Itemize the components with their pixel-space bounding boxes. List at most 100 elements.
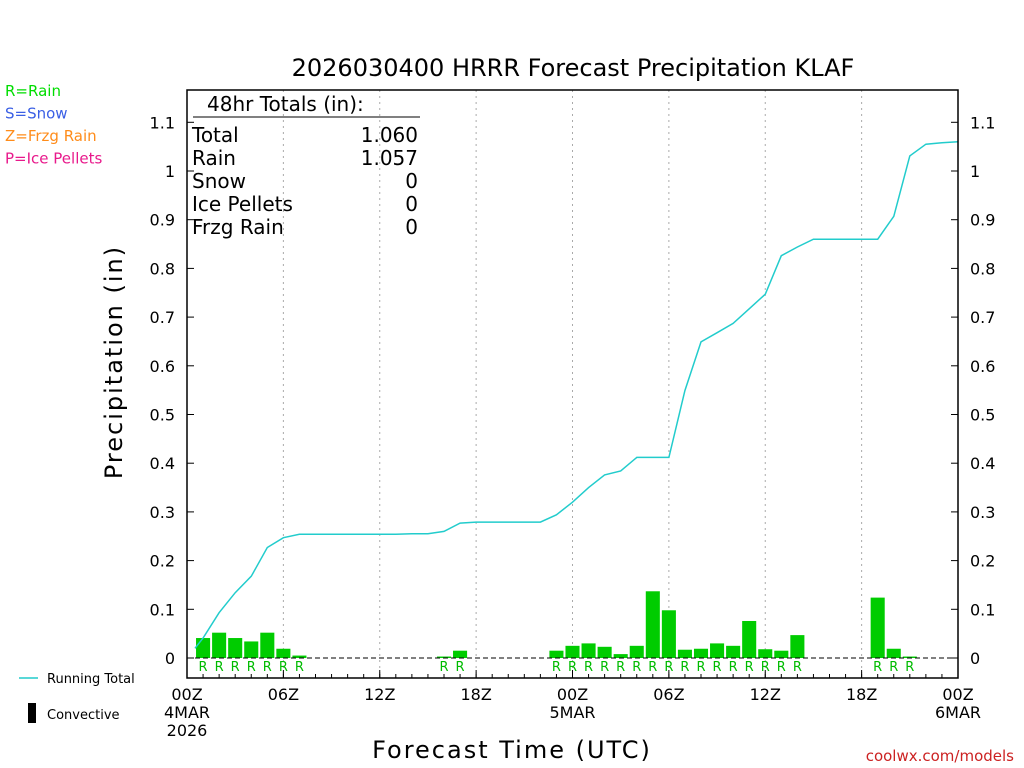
precip-type-letter: R xyxy=(247,660,256,675)
precip-type-letter: R xyxy=(552,660,561,675)
precip-bar xyxy=(436,656,452,658)
totals-value: 0 xyxy=(405,169,418,193)
precip-type-letter: R xyxy=(295,660,304,675)
precip-bar xyxy=(613,654,628,658)
y-tick-label: 0.5 xyxy=(970,406,995,425)
precip-bar xyxy=(276,648,291,658)
y-axis-left: 0 0.1 0.2 0.3 0.4 0.5 0.6 0.7 0.8 0.9 1 1.1 xyxy=(150,113,194,668)
y-tick-label: 0.6 xyxy=(970,357,995,376)
y-tick-label: 0.9 xyxy=(150,211,175,230)
x-tick-label: 5MAR xyxy=(549,703,595,722)
totals-label: Ice Pellets xyxy=(192,192,293,216)
precip-type-letter: R xyxy=(568,660,577,675)
precip-bar xyxy=(581,643,596,658)
y-tick-label: 0.2 xyxy=(970,552,995,571)
precip-type-letter: R xyxy=(600,660,609,675)
precip-bar xyxy=(629,645,644,658)
running-total-line xyxy=(194,141,959,649)
y-tick-label: 1.1 xyxy=(150,113,175,132)
precip-bar xyxy=(661,610,676,658)
precip-type-letter: R xyxy=(231,660,240,675)
legend-entry: R=Rain xyxy=(5,82,61,100)
precip-bar xyxy=(693,648,709,658)
precip-type-letter: R xyxy=(761,660,770,675)
precip-bar xyxy=(710,643,725,658)
x-tick-label: 12Z xyxy=(364,685,395,704)
precip-bar xyxy=(886,648,901,658)
precip-type-letter: R xyxy=(664,660,673,675)
totals-label: Snow xyxy=(192,169,246,193)
precip-type-letter: R xyxy=(777,660,786,675)
precip-type-letter: R xyxy=(584,660,593,675)
precip-bar xyxy=(260,632,275,658)
x-tick-label: 00Z xyxy=(557,685,588,704)
source-credit: coolwx.com/models xyxy=(866,747,1014,765)
totals-rows: Total 1.060 Rain 1.057 Snow 0 Ice Pellets 0 Frzg… xyxy=(191,123,418,239)
precip-bar xyxy=(902,656,917,658)
precip-type-letter: R xyxy=(745,660,754,675)
y-tick-label: 0.8 xyxy=(970,259,995,278)
precip-bar xyxy=(212,632,227,658)
y-tick-label: 0.8 xyxy=(150,259,175,278)
precip-bar xyxy=(645,591,660,658)
precip-bar xyxy=(790,635,805,658)
precip-type-letter: R xyxy=(873,660,882,675)
precip-type-letter: R xyxy=(889,660,898,675)
precip-bar xyxy=(549,650,564,658)
y-tick-label: 0.2 xyxy=(150,552,175,571)
y-tick-label: 0.9 xyxy=(970,211,995,230)
precip-type-letter: R xyxy=(263,660,272,675)
precip-bar xyxy=(742,620,757,658)
precip-type-letter: R xyxy=(456,660,465,675)
legend-entry: S=Snow xyxy=(5,105,68,123)
y-tick-label: 0.7 xyxy=(150,308,175,327)
y-tick-label: 0.7 xyxy=(970,308,995,327)
y-tick-label: 0.1 xyxy=(970,600,995,619)
totals-label: Frzg Rain xyxy=(192,215,284,239)
precip-bar xyxy=(726,645,741,658)
y-tick-label: 0.6 xyxy=(150,357,175,376)
precip-type-letter: R xyxy=(793,660,802,675)
y-axis-label: Precipitation (in) xyxy=(100,245,128,479)
vertical-gridlines xyxy=(282,90,863,678)
precip-type-letter: R xyxy=(632,660,641,675)
totals-heading: 48hr Totals (in): xyxy=(207,92,364,116)
precip-type-letter: R xyxy=(713,660,722,675)
precip-bar xyxy=(565,645,580,658)
chart-title: 2026030400 HRRR Forecast Precipitation K… xyxy=(292,54,855,82)
x-tick-label: 00Z xyxy=(171,685,202,704)
totals-label: Total xyxy=(191,123,239,147)
precip-bar xyxy=(597,646,612,658)
legend-entry: P=Ice Pellets xyxy=(5,150,102,168)
totals-label: Rain xyxy=(192,146,236,170)
x-tick-label: 4MAR xyxy=(164,703,210,722)
y-tick-label: 1 xyxy=(970,162,980,181)
precip-bar xyxy=(774,650,789,658)
x-tick-label: 6MAR xyxy=(935,703,981,722)
precip-bar xyxy=(677,649,692,658)
precip-type-letter: R xyxy=(648,660,657,675)
totals-value: 0 xyxy=(405,192,418,216)
y-axis-right: 0 0.1 0.2 0.3 0.4 0.5 0.6 0.7 0.8 0.9 1 1.1 xyxy=(951,113,995,668)
precip-type-legend: R=Rain S=Snow Z=Frzg Rain P=Ice Pellets xyxy=(5,82,102,168)
y-tick-label: 0.4 xyxy=(150,454,175,473)
precip-bar xyxy=(196,638,211,658)
y-tick-label: 0 xyxy=(165,649,175,668)
precip-type-letter: R xyxy=(616,660,625,675)
precip-bar xyxy=(870,597,885,658)
precip-type-letter: R xyxy=(279,660,288,675)
totals-value: 1.057 xyxy=(361,146,418,170)
bottom-legend: Running Total Convective xyxy=(19,672,135,723)
x-tick-label: 12Z xyxy=(750,685,781,704)
x-tick-label: 18Z xyxy=(846,685,877,704)
y-tick-label: 0.5 xyxy=(150,406,175,425)
x-axis-label: Forecast Time (UTC) xyxy=(372,736,652,764)
totals-value: 1.060 xyxy=(361,123,418,147)
y-tick-label: 0 xyxy=(970,649,980,668)
precip-bar xyxy=(292,655,307,658)
precip-bar xyxy=(244,641,259,658)
running-total-legend-label: Running Total xyxy=(47,672,135,687)
